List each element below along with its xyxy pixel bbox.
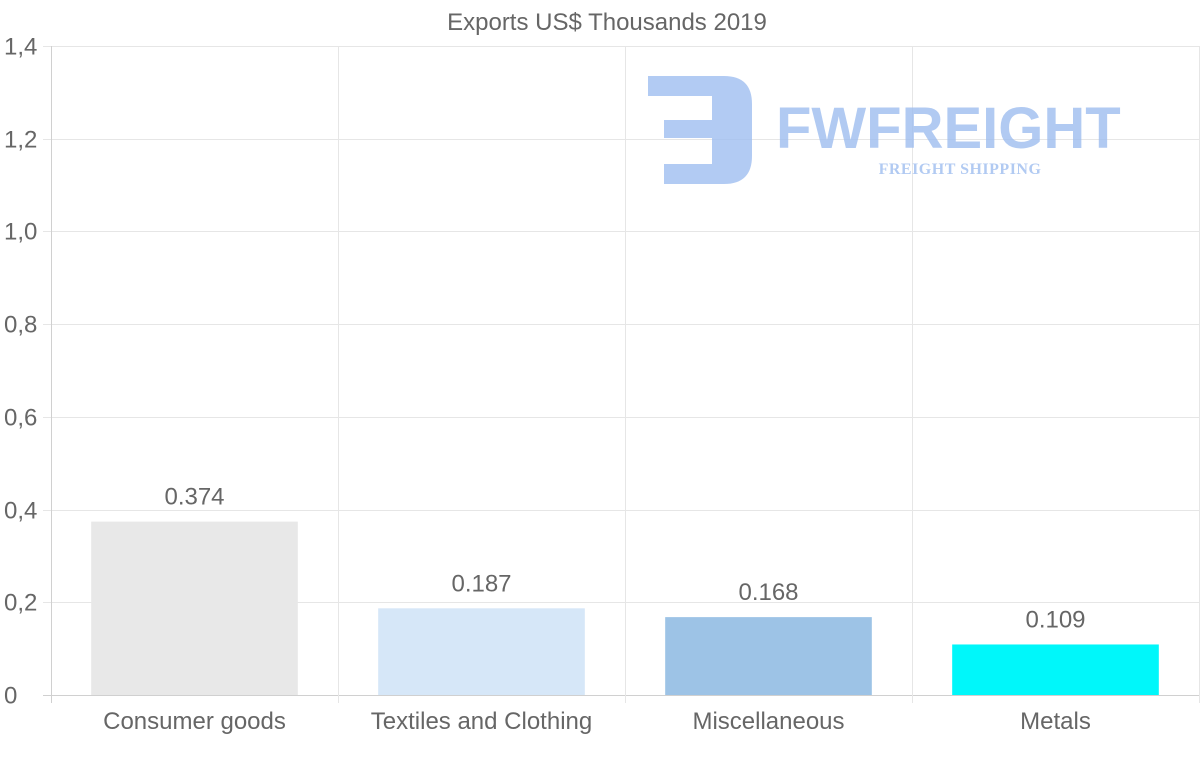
x-axis-ticks: Consumer goods Textiles and Clothing Misce… <box>103 708 1091 735</box>
x-tick-label: Miscellaneous <box>692 708 844 735</box>
y-tick-label: 0 <box>4 683 17 710</box>
chart-title: Exports US$ Thousands 2019 <box>447 9 767 36</box>
y-tick-label: 0,4 <box>4 498 37 525</box>
bar-value-label: 0.187 <box>451 570 511 597</box>
bar <box>952 644 1159 695</box>
watermark-tagline: FREIGHT SHIPPING <box>879 161 1042 178</box>
y-tick-label: 0,6 <box>4 405 37 432</box>
y-tick-label: 1,0 <box>4 219 37 246</box>
bar <box>91 521 298 695</box>
bar-value-label: 0.374 <box>164 484 224 511</box>
x-tick-label: Consumer goods <box>103 708 286 735</box>
bar <box>378 608 585 695</box>
x-tick-label: Textiles and Clothing <box>371 708 592 735</box>
y-tick-label: 0,8 <box>4 312 37 339</box>
data-labels: 0.374 0.187 0.168 0.109 <box>164 484 1085 634</box>
y-tick-label: 1,2 <box>4 127 37 154</box>
bar-value-label: 0.168 <box>738 579 798 606</box>
y-tick-label: 0,2 <box>4 590 37 617</box>
y-axis-ticks: 0 0,2 0,4 0,6 0,8 1,0 1,2 1,4 <box>4 34 37 710</box>
bar <box>665 617 872 695</box>
bar-value-label: 0.109 <box>1025 606 1085 633</box>
watermark-name: FWFREIGHT <box>776 96 1121 161</box>
y-tick-label: 1,4 <box>4 34 37 61</box>
x-tick-label: Metals <box>1020 708 1091 735</box>
fwfreight-logo-icon <box>648 76 752 184</box>
fwfreight-watermark: FWFREIGHT FREIGHT SHIPPING <box>648 76 1121 184</box>
bars <box>91 521 1159 695</box>
